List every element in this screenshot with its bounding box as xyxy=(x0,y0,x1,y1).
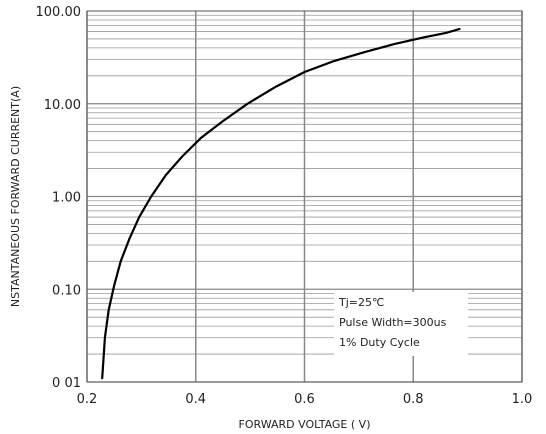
series-line xyxy=(101,27,461,380)
annotations: Tj=25℃ Pulse Width=300us 1% Duty Cycle xyxy=(338,296,447,349)
annotation-text: 1% Duty Cycle xyxy=(339,336,420,349)
annotation-text: Pulse Width=300us xyxy=(339,316,447,329)
y-tick-label: 100.00 xyxy=(36,5,82,20)
x-tick-label: 0.6 xyxy=(294,392,315,407)
x-tick-label: 0.4 xyxy=(185,392,206,407)
y-axis-label: NSTANTANEOUS FORWARD CURRENT(A) xyxy=(9,86,22,307)
x-axis-label: FORWARD VOLTAGE ( V) xyxy=(239,418,371,431)
plot-marks xyxy=(101,27,461,380)
x-tick-label: 0.8 xyxy=(403,392,424,407)
plot-frame xyxy=(86,10,523,383)
y-tick-label: 1.00 xyxy=(52,191,81,206)
y-tick-label: 0.10 xyxy=(52,283,81,298)
y-tick-labels: 0 01 0.10 1.00 10.00 100.00 xyxy=(36,5,82,391)
annotation-box xyxy=(334,292,468,356)
annotation-text: Tj=25℃ xyxy=(338,296,384,309)
y-tick-label: 10.00 xyxy=(44,98,81,113)
y-tick-label: 0 01 xyxy=(52,376,81,391)
x-tick-label: 1.0 xyxy=(512,392,533,407)
x-tick-labels: 0.2 0.4 0.6 0.8 1.0 xyxy=(77,392,533,407)
x-tick-label: 0.2 xyxy=(77,392,98,407)
